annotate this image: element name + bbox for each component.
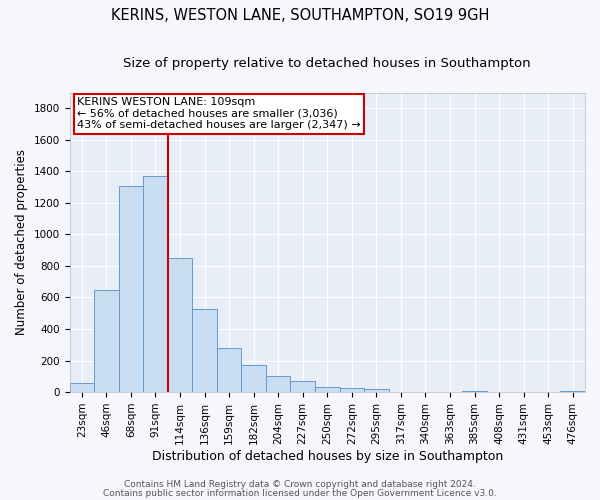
Bar [364, 389, 389, 392]
Bar [266, 376, 290, 392]
Title: Size of property relative to detached houses in Southampton: Size of property relative to detached ho… [124, 58, 531, 70]
Bar [119, 186, 143, 392]
Bar [315, 386, 340, 392]
Text: KERINS, WESTON LANE, SOUTHAMPTON, SO19 9GH: KERINS, WESTON LANE, SOUTHAMPTON, SO19 9… [111, 8, 489, 22]
Text: Contains public sector information licensed under the Open Government Licence v3: Contains public sector information licen… [103, 488, 497, 498]
Bar [143, 176, 168, 392]
Bar [290, 381, 315, 392]
Bar [217, 348, 241, 392]
Bar [70, 384, 94, 392]
Y-axis label: Number of detached properties: Number of detached properties [15, 150, 28, 336]
X-axis label: Distribution of detached houses by size in Southampton: Distribution of detached houses by size … [152, 450, 503, 462]
Text: KERINS WESTON LANE: 109sqm
← 56% of detached houses are smaller (3,036)
43% of s: KERINS WESTON LANE: 109sqm ← 56% of deta… [77, 97, 361, 130]
Bar [241, 364, 266, 392]
Bar [168, 258, 192, 392]
Text: Contains HM Land Registry data © Crown copyright and database right 2024.: Contains HM Land Registry data © Crown c… [124, 480, 476, 489]
Bar [192, 310, 217, 392]
Bar [340, 388, 364, 392]
Bar [94, 290, 119, 392]
